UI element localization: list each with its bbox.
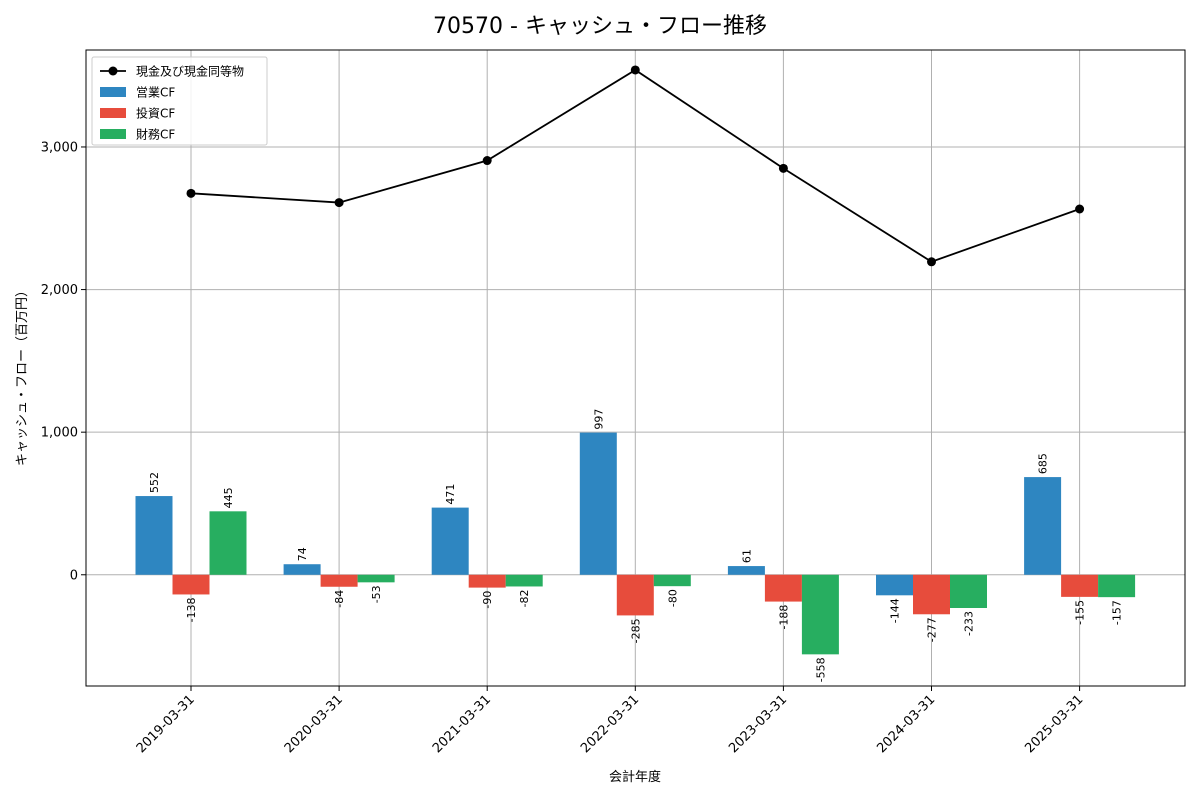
x-tick-label: 2025-03-31 xyxy=(1022,692,1086,756)
bar-data-label: -84 xyxy=(333,590,346,608)
bar-3 xyxy=(950,574,987,608)
bar-2 xyxy=(172,574,210,595)
bar-2 xyxy=(320,574,358,587)
legend-label: 営業CF xyxy=(136,86,175,100)
bar-data-label: -80 xyxy=(666,589,679,607)
bar-1 xyxy=(1024,477,1062,575)
legend-swatch xyxy=(100,87,126,97)
bar-1 xyxy=(135,496,173,575)
bar-data-label: 74 xyxy=(296,547,309,561)
x-tick-label: 2021-03-31 xyxy=(430,692,494,756)
bar-data-label: 61 xyxy=(740,549,753,563)
cash-point xyxy=(186,188,196,198)
bar-labels-layer: 552 74 471 997 61 -144 685 -138 -84 -90 -285 -188 -2… xyxy=(148,409,1124,683)
bar-1 xyxy=(431,507,469,575)
bar-data-label: -144 xyxy=(889,598,902,623)
bar-2 xyxy=(468,574,506,588)
bar-data-label: -558 xyxy=(814,657,827,682)
bar-data-label: 445 xyxy=(222,487,235,508)
x-tick-label: 2022-03-31 xyxy=(578,692,642,756)
cash-point xyxy=(482,156,492,166)
bar-3 xyxy=(505,574,543,587)
bar-3 xyxy=(357,574,395,583)
chart-title: 70570 - キャッシュ・フロー推移 xyxy=(433,14,767,39)
x-axis-label: 会計年度 xyxy=(609,769,661,785)
y-axis: 0 1,000 2,000 3,000 xyxy=(41,140,86,583)
bar-2 xyxy=(616,574,654,616)
bar-data-label: -233 xyxy=(963,611,976,636)
bar-data-label: 471 xyxy=(444,484,457,505)
legend-swatch xyxy=(100,129,126,139)
bar-data-label: -277 xyxy=(926,617,939,642)
bar-data-label: -157 xyxy=(1111,600,1124,625)
bar-data-label: -82 xyxy=(518,589,531,607)
bar-1 xyxy=(876,574,913,596)
bar-3 xyxy=(801,574,839,655)
cash-line-layer xyxy=(186,65,1085,267)
y-tick-label: 1,000 xyxy=(41,426,78,441)
y-tick-label: 3,000 xyxy=(41,140,78,155)
x-tick-label: 2020-03-31 xyxy=(282,692,346,756)
y-tick-label: 0 xyxy=(70,568,78,583)
legend-label: 投資CF xyxy=(136,106,175,121)
bar-1 xyxy=(283,564,321,575)
bars-layer xyxy=(135,432,1136,655)
cash-point xyxy=(630,65,640,75)
bar-1 xyxy=(727,566,765,575)
bar-data-label: 552 xyxy=(148,472,161,493)
bar-1 xyxy=(579,432,617,575)
x-tick-label: 2019-03-31 xyxy=(134,692,198,756)
bar-data-label: -138 xyxy=(185,597,198,622)
y-axis-label: キャッシュ・フロー（百万円） xyxy=(15,284,30,466)
bar-data-label: -90 xyxy=(481,591,494,609)
y-tick-label: 2,000 xyxy=(41,283,78,298)
legend-box xyxy=(91,56,268,146)
cash-point xyxy=(1075,204,1085,214)
bar-data-label: -188 xyxy=(777,605,790,630)
bar-data-label: -155 xyxy=(1074,600,1087,625)
cash-point xyxy=(334,198,344,208)
x-axis: 2019-03-31 2020-03-31 2021-03-31 2022-03-31… xyxy=(134,686,1086,756)
legend-line-marker xyxy=(108,66,118,76)
cash-point xyxy=(927,257,936,267)
bar-3 xyxy=(653,574,691,587)
legend-label: 財務CF xyxy=(136,127,175,142)
bar-2 xyxy=(764,574,802,602)
legend-swatch xyxy=(100,108,126,118)
bar-data-label: 997 xyxy=(592,409,605,430)
cash-point xyxy=(778,163,788,173)
bar-2 xyxy=(913,574,950,615)
bar-data-label: -53 xyxy=(370,585,383,603)
x-tick-label: 2024-03-31 xyxy=(874,692,938,756)
bar-2 xyxy=(1061,574,1099,597)
legend-label: 現金及び現金同等物 xyxy=(136,64,244,79)
bar-3 xyxy=(209,511,247,575)
bar-data-label: 685 xyxy=(1037,453,1050,474)
bar-data-label: -285 xyxy=(629,618,642,643)
x-tick-label: 2023-03-31 xyxy=(726,692,790,756)
bar-3 xyxy=(1098,574,1136,598)
